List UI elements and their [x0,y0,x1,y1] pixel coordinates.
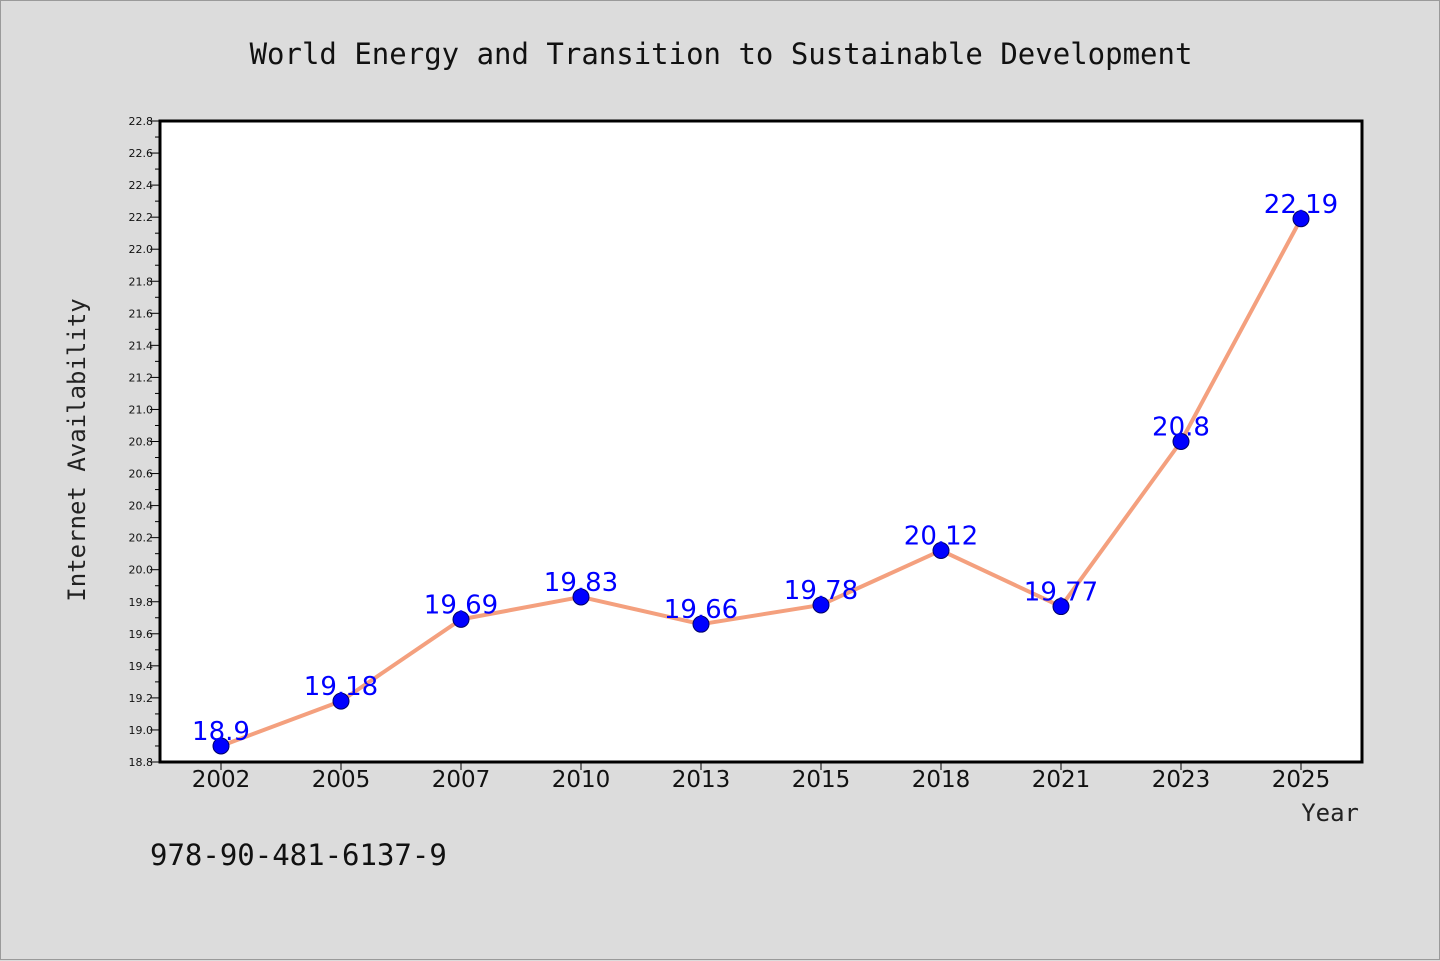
y-axis: 18.8 19.0 19.2 19.4 19.6 19.8 20.0 20.2 20.4 20.6… [129,115,160,769]
x-tick-label: 2018 [912,767,971,793]
series-line-group: 18.9 19.18 19.69 19.83 19.66 19.78 20.12 19.77 2… [192,190,1338,755]
data-point [1292,210,1310,228]
y-tick-label: 21.4 [129,339,154,352]
isbn-text: 978-90-481-6137-9 [150,838,447,872]
data-point [452,610,470,628]
x-tick-label: 2025 [1272,767,1331,793]
y-tick-label: 22.8 [129,115,154,128]
y-tick-label: 21.0 [129,403,154,416]
x-tick-label: 2005 [312,767,371,793]
plot-area [158,119,1364,764]
x-tick-label: 2010 [552,767,611,793]
x-tick-label: 2021 [1032,767,1091,793]
y-tick-label: 20.2 [129,532,154,545]
y-tick-label: 21.8 [129,275,154,288]
y-tick-label: 19.2 [129,692,154,705]
data-point [692,615,710,633]
data-point [212,737,230,755]
series-line [219,216,1303,748]
y-tick-label: 19.6 [129,628,154,641]
y-axis-label: Internet Availability [63,298,91,601]
x-tick-label: 2013 [672,767,731,793]
y-tick-label: 22.6 [129,147,154,160]
y-tick-label: 21.2 [129,371,154,384]
y-tick-label: 22.2 [129,211,154,224]
data-label: 19.66 [664,595,738,625]
data-label: 20.8 [1152,413,1210,443]
x-tick-label: 2007 [432,767,491,793]
y-tick-label: 19.8 [129,596,154,609]
y-tick-label: 20.6 [129,468,154,481]
y-tick-label: 20.0 [129,564,154,577]
data-label: 19.78 [784,576,858,606]
data-label: 20.12 [904,521,978,551]
y-tick-label: 20.8 [129,436,154,449]
x-tick-label: 2002 [192,767,251,793]
y-tick-label: 22.4 [129,179,154,192]
data-point [332,692,350,710]
y-tick-label: 21.6 [129,307,154,320]
x-tick-label: 2015 [792,767,851,793]
y-tick-label: 18.8 [129,756,154,769]
data-label: 19.18 [304,672,378,702]
data-point [1172,433,1190,450]
data-label: 22.19 [1264,190,1338,220]
x-axis-label: Year [1301,799,1359,827]
chart-title: World Energy and Transition to Sustainab… [250,37,1193,71]
x-tick-label: 2023 [1152,767,1211,793]
x-axis: 2002 2005 2007 2010 2013 2015 2018 2021 2023 2025 [192,762,1331,793]
data-label: 18.9 [192,717,250,747]
data-point [932,541,950,559]
data-label: 19.69 [424,590,498,620]
data-label: 19.77 [1024,578,1098,608]
data-point [812,596,830,614]
y-tick-label: 22.0 [129,243,154,256]
data-label: 19.83 [544,568,618,598]
data-point [1052,598,1070,616]
y-tick-label: 19.4 [129,660,154,673]
y-tick-label: 20.4 [129,500,154,513]
data-point [572,588,590,606]
y-tick-label: 19.0 [129,724,154,737]
